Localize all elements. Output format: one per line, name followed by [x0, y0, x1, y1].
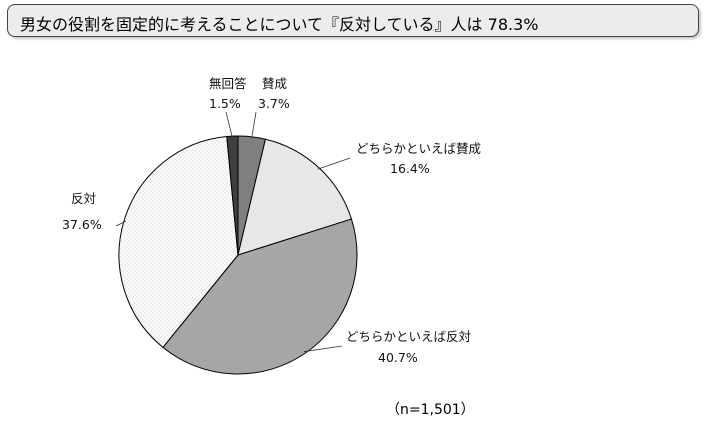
label-value-dochira-sansei: 16.4% [390, 161, 430, 176]
label-category-dochira-sansei: どちらかといえば賛成 [356, 141, 481, 156]
leader-lines [115, 111, 351, 353]
chart-title: 男女の役割を固定的に考えることについて『反対している』人は 78.3% [20, 15, 539, 34]
pie-slice-3 [162, 218, 358, 375]
label-category-hantai: 反対 [71, 191, 96, 206]
sample-size-note: （n=1,501） [386, 402, 475, 418]
leader-line-4 [115, 220, 127, 227]
title-box: 男女の役割を固定的に考えることについて『反対している』人は 78.3% [7, 4, 699, 37]
label-category-mukaitou: 無回答 [209, 76, 247, 91]
leader-line-5 [225, 111, 233, 139]
pie-slice-2 [237, 138, 353, 256]
leader-line-3 [303, 345, 343, 353]
pie-slice-4 [118, 135, 239, 349]
label-category-sansei: 賛成 [262, 76, 287, 91]
label-value-dochira-hantai: 40.7% [378, 350, 418, 365]
leader-line-1 [251, 111, 257, 139]
label-value-mukaitou: 1.5% [209, 96, 241, 111]
label-value-hantai: 37.6% [62, 217, 102, 232]
pie-slices [118, 135, 358, 375]
label-category-dochira-hantai: どちらかといえば反対 [346, 329, 471, 344]
leader-line-2 [317, 157, 351, 170]
label-value-sansei: 3.7% [258, 96, 290, 111]
